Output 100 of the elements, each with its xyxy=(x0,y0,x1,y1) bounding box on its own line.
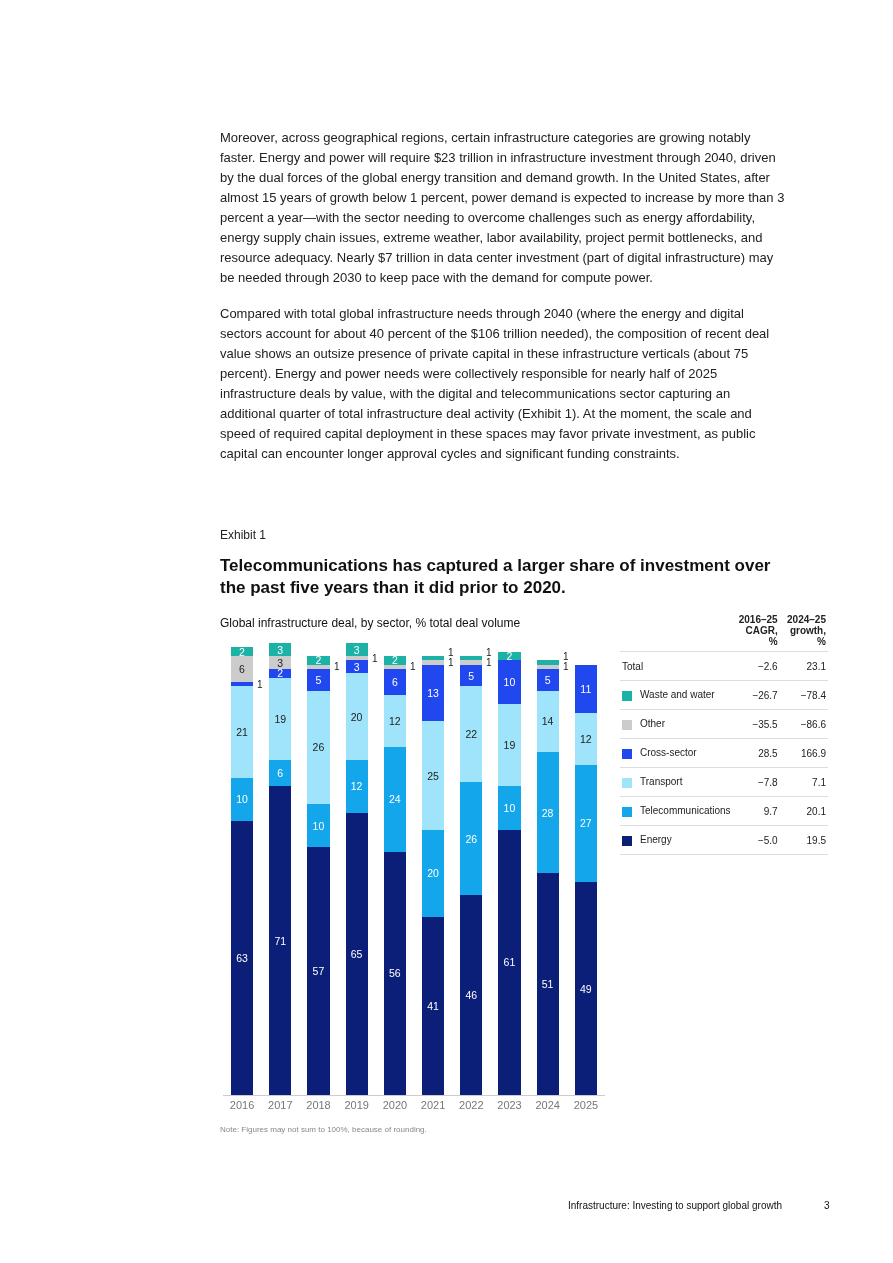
x-tick-label: 2020 xyxy=(382,1099,408,1112)
bar xyxy=(536,660,559,665)
bar xyxy=(422,664,445,722)
data-label: 20.1 xyxy=(779,796,828,826)
data-label: 12 xyxy=(579,732,592,745)
data-label: 1 xyxy=(448,647,454,658)
bar xyxy=(231,682,254,687)
bar xyxy=(460,656,483,661)
data-label: 63 xyxy=(236,952,249,965)
x-tick-label: 2021 xyxy=(420,1099,446,1112)
data-label: 2 xyxy=(506,650,513,663)
bar xyxy=(498,703,521,787)
data-label: 10 xyxy=(503,676,516,689)
bar xyxy=(345,812,368,1095)
data-label: 5 xyxy=(315,673,322,686)
bar xyxy=(231,821,254,1095)
x-tick-label: 2018 xyxy=(306,1099,331,1112)
data-label: 71 xyxy=(274,934,287,947)
bar xyxy=(345,673,368,761)
data-label: 56 xyxy=(388,967,401,980)
data-label: 10 xyxy=(236,793,249,806)
data-label: 57 xyxy=(312,965,325,978)
bar xyxy=(536,669,559,691)
x-tick-label: 2017 xyxy=(268,1099,293,1112)
data-label: 1 xyxy=(486,647,492,658)
data-label: −2.6 xyxy=(732,651,780,681)
data-label: 1 xyxy=(563,661,569,672)
data-label: 10 xyxy=(503,802,516,815)
bar xyxy=(422,660,445,665)
data-label: 1 xyxy=(334,661,340,672)
data-label: 2 xyxy=(315,654,322,667)
data-label: 3 xyxy=(353,643,360,656)
data-label: 3 xyxy=(277,643,284,656)
category-label: Total xyxy=(622,660,644,672)
data-label: 28 xyxy=(541,806,554,819)
text: Moreover, across geographical regions, certain infrastructure categories are growing notably faster. Energy and power will require $23 trillion in infrastructure investment through 2040, driven by the dual forces of the global energy transition and demand growth. In the United States, after almost 15 years of growth below 1 percent, power demand is expected to increase by more than 3 percent a year—with the sector needing to overcome challenges such as energy affordability, energy supply chain issues, extreme weather, labor availability, project permit bottlenecks, and resource adequacy. Nearly $7 trillion in data center investment (part of digital infrastructure) may be needed through 2030 to keep pace with the demand for compute power. xyxy=(220,129,786,287)
data-label: 14 xyxy=(541,715,554,728)
data-label: 65 xyxy=(350,947,363,960)
bar xyxy=(269,677,292,761)
data-label: 9.7 xyxy=(732,796,780,826)
data-label: 6 xyxy=(391,676,398,689)
bar xyxy=(383,669,406,696)
bar xyxy=(307,669,330,691)
data-label: 1 xyxy=(563,651,569,662)
text: Note: Figures may not sum to 100%, because of rounding. xyxy=(220,1125,427,1134)
bar xyxy=(536,751,559,874)
data-label: 2 xyxy=(391,654,398,667)
data-label: 1 xyxy=(372,653,378,664)
data-label: 19 xyxy=(274,713,287,726)
chart-subtitle: Global infrastructure deal, by sector, % total deal volume xyxy=(220,616,521,630)
data-label: 61 xyxy=(503,956,516,969)
data-label: 20 xyxy=(350,710,363,723)
bar xyxy=(574,764,597,883)
bar xyxy=(460,895,483,1095)
data-label: −5.0 xyxy=(732,825,780,855)
data-label: 10 xyxy=(312,819,325,832)
data-label: 1 xyxy=(410,661,416,672)
bar xyxy=(307,803,330,848)
data-label: 3 xyxy=(353,660,360,673)
data-label: −35.5 xyxy=(732,709,780,739)
bar xyxy=(422,829,445,917)
data-label: 1 xyxy=(257,679,263,690)
data-label: 21 xyxy=(236,726,249,739)
data-label: 49 xyxy=(579,982,592,995)
bar xyxy=(307,656,330,665)
data-label: 3 xyxy=(277,656,284,669)
text: 2016–25 CAGR, % xyxy=(732,614,780,652)
data-label: 51 xyxy=(541,978,554,991)
data-label: −7.8 xyxy=(732,767,780,797)
bar xyxy=(498,786,521,830)
x-tick-label: 2016 xyxy=(229,1099,255,1112)
text: Exhibit 1 xyxy=(220,528,267,542)
text: Compared with total global infrastructure needs through 2040 (where the energy and digital sectors account for about 40 percent of the $106 trillion needed), the composition of recent deal value shows an outsize presence of private capital in these infrastructure verticals (about 75 percent). Energy and power needs were collectively responsible for nearly half of 2025 infrastructure deals by value, with the digital and telecommunications sector capturing an additional quarter of total infrastructure deal activity (Exhibit 1). At the moment, the scale and speed of required capital deployment in these spaces may favor private investment, as public capital can encounter longer approval cycles and significant funding constraints. xyxy=(220,305,771,463)
data-label: 11 xyxy=(580,682,592,695)
data-label: 19 xyxy=(503,739,516,752)
bar xyxy=(574,712,597,765)
data-label: 12 xyxy=(350,780,363,793)
bar xyxy=(422,656,445,661)
bar xyxy=(307,664,330,670)
bar xyxy=(269,786,292,1095)
data-label: 166.9 xyxy=(779,738,828,768)
data-label: 46 xyxy=(465,989,478,1002)
x-tick-label: 2023 xyxy=(497,1099,522,1112)
bar xyxy=(460,660,483,665)
data-label: 2 xyxy=(277,667,284,680)
data-label: 22 xyxy=(465,728,478,741)
bar xyxy=(269,760,292,787)
data-label: 20 xyxy=(427,867,440,880)
bar xyxy=(460,782,483,896)
bar xyxy=(460,686,483,783)
data-label: 25 xyxy=(427,769,440,782)
data-label: 27 xyxy=(579,817,592,830)
data-label: 1 xyxy=(448,657,454,668)
bar xyxy=(536,690,559,752)
data-label: 1 xyxy=(486,657,492,668)
bar xyxy=(574,664,597,713)
data-label: 5 xyxy=(544,673,551,686)
bar xyxy=(383,695,406,748)
bar xyxy=(231,656,254,683)
data-label: −78.4 xyxy=(779,680,828,710)
